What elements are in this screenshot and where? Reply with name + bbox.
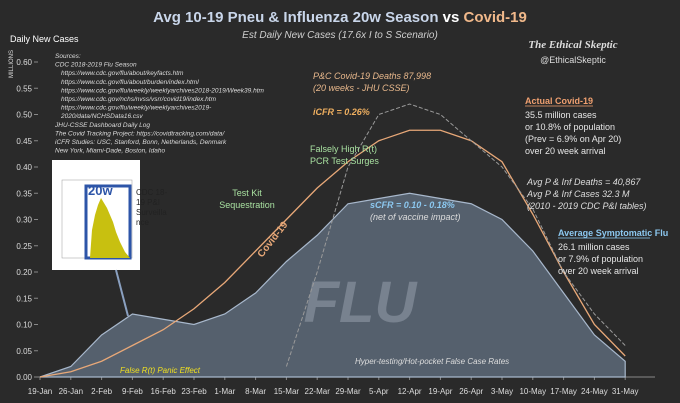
x-tick-label: 1-Mar xyxy=(214,387,235,396)
annotation: 19 P&I xyxy=(136,198,160,207)
x-tick-label: 2-Feb xyxy=(91,387,112,396)
source-line: https://www.cdc.gov/flu/weekly/weeklyarc… xyxy=(61,87,265,94)
annotation: Falsely High R(t) xyxy=(310,144,377,154)
x-tick-label: 19-Apr xyxy=(428,387,452,396)
y-tick-label: 0.55 xyxy=(16,84,32,93)
annotation: False R(t) Panic Effect xyxy=(120,366,201,375)
annotation: 35.5 million cases xyxy=(525,110,597,120)
source-line: https://www.cdc.gov/flu/about/burden/ind… xyxy=(61,79,199,86)
annotation: Avg P & Inf Deaths = 40,867 xyxy=(526,177,641,187)
x-tick-label: 9-Feb xyxy=(122,387,143,396)
y-tick-label: 0.25 xyxy=(16,242,32,251)
x-tick-label: 19-Jan xyxy=(28,387,52,396)
y-tick-label: 0.20 xyxy=(16,268,32,277)
y-tick-label: 0.00 xyxy=(16,373,32,382)
x-tick-label: 26-Jan xyxy=(59,387,83,396)
series-line xyxy=(285,103,626,367)
y-tick-label: 0.40 xyxy=(16,163,32,172)
annotation: CDC 18- xyxy=(136,188,167,197)
y-tick-label: 0.50 xyxy=(16,111,32,120)
title-part: vs xyxy=(443,9,460,26)
y-tick-label: 0.60 xyxy=(16,58,32,67)
y-label: Daily New Cases xyxy=(10,34,79,44)
source-line: 2020/data/NCHSData16.csv xyxy=(60,113,143,120)
annotation: (20 weeks - JHU CSSE) xyxy=(313,83,410,93)
y-unit: MILLIONS xyxy=(9,50,15,78)
x-tick-label: 12-Apr xyxy=(398,387,422,396)
x-tick-label: 3-May xyxy=(491,387,513,396)
series-label: FLU xyxy=(304,270,419,335)
annotation: The Ethical Skeptic xyxy=(528,39,617,51)
annotation: PCR Test Surges xyxy=(310,156,379,166)
x-tick-label: 16-Feb xyxy=(151,387,177,396)
x-tick-label: 17-May xyxy=(550,387,577,396)
annotation: or 7.9% of population xyxy=(558,254,643,264)
annotation: Sequestration xyxy=(219,200,275,210)
x-tick-label: 23-Feb xyxy=(181,387,207,396)
x-tick-label: 15-Mar xyxy=(274,387,300,396)
source-line: iCFR Studies: USC, Stanford, Bonn, Nethe… xyxy=(55,139,227,146)
source-line: https://www.cdc.gov/nchs/nvss/vsrr/covid… xyxy=(61,96,217,103)
x-tick-label: 24-May xyxy=(581,387,608,396)
source-line: https://www.cdc.gov/flu/about/keyfacts.h… xyxy=(61,70,184,77)
annotation: nce xyxy=(136,218,149,227)
annotation: @EthicalSkeptic xyxy=(540,55,606,65)
x-tick-label: 5-Apr xyxy=(369,387,389,396)
x-tick-label: 22-Mar xyxy=(305,387,331,396)
source-line: https://www.cdc.gov/flu/weekly/weeklyarc… xyxy=(61,105,212,112)
annotation: Surveilla xyxy=(136,208,167,217)
annotation: Test Kit xyxy=(232,188,262,198)
annotation: Hyper-testing/Hot-pocket False Case Rate… xyxy=(355,357,509,366)
annotation: (Prev = 6.9% on Apr 20) xyxy=(525,134,621,144)
annotation: or 10.8% of population xyxy=(525,122,615,132)
x-tick-label: 8-Mar xyxy=(245,387,266,396)
annotation: iCFR = 0.26% xyxy=(313,107,370,117)
y-tick-label: 0.10 xyxy=(16,321,32,330)
annotation: Actual Covid-19 xyxy=(525,96,593,106)
title-part: Covid-19 xyxy=(464,9,527,26)
annotation: over 20 week arrival xyxy=(558,266,639,276)
annotation: over 20 week arrival xyxy=(525,146,606,156)
subtitle: Est Daily New Cases (17.6x I to S Scenar… xyxy=(242,30,438,41)
x-tick-label: 26-Apr xyxy=(459,387,483,396)
annotation: 26.1 million cases xyxy=(558,242,630,252)
x-tick-label: 10-May xyxy=(519,387,546,396)
annotation: 20w xyxy=(88,183,113,198)
annotation: (2010 - 2019 CDC P&I tables) xyxy=(527,201,647,211)
source-line: Sources: xyxy=(55,53,81,60)
pointer xyxy=(115,269,129,317)
inset-bars xyxy=(90,198,130,258)
y-tick-label: 0.30 xyxy=(16,216,32,225)
y-tick-label: 0.45 xyxy=(16,137,32,146)
source-line: The Covid Tracking Project: https://covi… xyxy=(55,130,226,137)
source-line: JHU-CSSE Dashboard Daily Log xyxy=(54,122,150,129)
chart-title: Avg 10-19 Pneu & Influenza 20w Season vs… xyxy=(153,9,527,26)
y-tick-label: 0.05 xyxy=(16,347,32,356)
flu-area xyxy=(39,192,626,378)
annotation: Average Symptomatic Flu xyxy=(558,228,668,238)
title-part: Avg 10-19 Pneu & Influenza 20w Season xyxy=(153,9,438,26)
x-tick-label: 29-Mar xyxy=(335,387,361,396)
source-line: New York, Miami-Dade, Boston, Idaho xyxy=(55,148,165,155)
annotation: Avg P & Inf Cases 32.3 M xyxy=(526,189,630,199)
y-tick-label: 0.15 xyxy=(16,294,32,303)
annotation: P&C Covid-19 Deaths 87,998 xyxy=(313,71,431,81)
y-tick-label: 0.35 xyxy=(16,189,32,198)
inset xyxy=(52,160,140,317)
annotation: sCFR = 0.10 - 0.18% xyxy=(370,200,455,210)
series-line xyxy=(39,129,626,378)
x-tick-label: 31-May xyxy=(612,387,639,396)
source-line: CDC 2018-2019 Flu Season xyxy=(55,62,137,69)
annotation: (net of vaccine impact) xyxy=(370,212,461,222)
